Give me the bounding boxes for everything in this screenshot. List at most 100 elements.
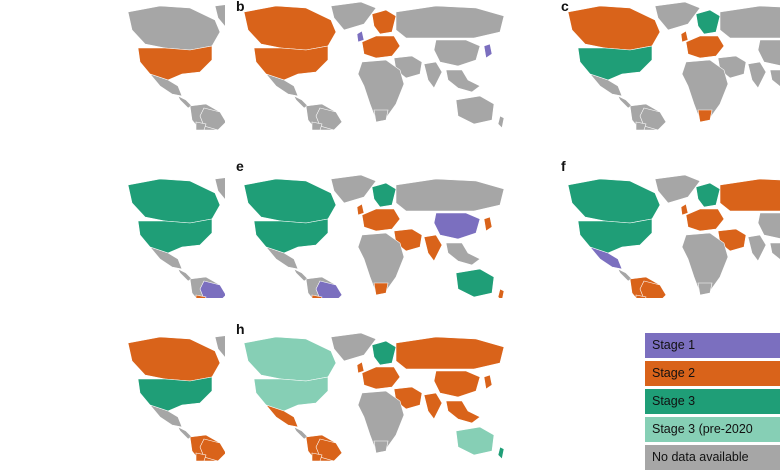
legend: Stage 1 Stage 2 Stage 3 Stage 3 (pre-202… bbox=[645, 333, 780, 473]
greenland-region bbox=[214, 335, 225, 358]
europe-west-region bbox=[361, 35, 401, 59]
south-africa-region bbox=[373, 282, 389, 296]
southeast-asia-region bbox=[769, 242, 780, 260]
panel-letter-e: e bbox=[236, 158, 244, 174]
map-panel-a bbox=[0, 0, 225, 130]
japan-region bbox=[483, 216, 493, 232]
canada-region bbox=[127, 5, 221, 51]
brazil-region bbox=[639, 107, 667, 130]
greenland-region bbox=[330, 332, 377, 362]
brazil-region bbox=[199, 438, 225, 462]
legend-label: Stage 3 bbox=[652, 394, 696, 408]
usa-region bbox=[137, 45, 213, 81]
canada-region bbox=[243, 336, 337, 382]
new-zealand-region bbox=[497, 115, 505, 129]
world-map bbox=[127, 4, 225, 130]
europe-west-region bbox=[685, 35, 725, 59]
southeast-asia-region bbox=[445, 400, 481, 424]
japan-region bbox=[483, 43, 493, 59]
uk-region bbox=[356, 30, 365, 43]
china-region bbox=[433, 212, 481, 240]
legend-swatch bbox=[645, 361, 780, 386]
south-africa-region bbox=[373, 440, 389, 454]
usa-region bbox=[137, 376, 213, 412]
uk-region bbox=[680, 203, 689, 216]
brazil-region bbox=[315, 107, 343, 130]
map-panel-b bbox=[236, 0, 506, 130]
legend-item-stage2: Stage 2 bbox=[645, 361, 780, 389]
russia-region bbox=[395, 5, 505, 39]
mexico-region bbox=[149, 246, 183, 270]
europe-west-region bbox=[685, 208, 725, 232]
greenland-region bbox=[214, 4, 225, 27]
world-map bbox=[567, 1, 780, 130]
legend-item-stage3: Stage 3 bbox=[645, 389, 780, 417]
brazil-region bbox=[315, 280, 343, 298]
argentina-region bbox=[311, 452, 323, 462]
usa-region bbox=[253, 218, 329, 254]
russia-region bbox=[719, 5, 780, 39]
india-region bbox=[423, 392, 443, 420]
southeast-asia-region bbox=[445, 69, 481, 93]
usa-region bbox=[253, 45, 329, 81]
brazil-region bbox=[199, 280, 225, 298]
south-africa-region bbox=[373, 109, 389, 123]
mexico-region bbox=[589, 246, 623, 270]
legend-swatch bbox=[645, 333, 780, 358]
canada-region bbox=[127, 336, 221, 382]
map-panel-g bbox=[0, 326, 225, 466]
south-africa-region bbox=[697, 109, 713, 123]
legend-swatch bbox=[645, 389, 780, 414]
canada-region bbox=[243, 5, 337, 51]
panel-letter-b: b bbox=[236, 0, 245, 14]
australia-region bbox=[455, 268, 495, 298]
china-region bbox=[433, 370, 481, 398]
greenland-region bbox=[654, 1, 701, 31]
china-region bbox=[757, 39, 780, 66]
argentina-region bbox=[635, 121, 647, 130]
greenland-region bbox=[654, 174, 701, 204]
legend-label: No data available bbox=[652, 450, 749, 464]
panel-letter-f: f bbox=[561, 158, 566, 174]
argentina-region bbox=[311, 121, 323, 130]
argentina-region bbox=[311, 294, 323, 298]
china-region bbox=[757, 212, 780, 239]
uk-region bbox=[356, 361, 365, 374]
usa-region bbox=[253, 376, 329, 412]
canada-region bbox=[127, 178, 221, 224]
argentina-region bbox=[195, 121, 207, 130]
world-map bbox=[243, 174, 505, 298]
greenland-region bbox=[330, 174, 377, 204]
brazil-region bbox=[315, 438, 343, 462]
new-zealand-region bbox=[497, 288, 505, 298]
argentina-region bbox=[195, 452, 207, 462]
brazil-region bbox=[199, 107, 225, 130]
russia-region bbox=[395, 336, 505, 370]
australia-region bbox=[455, 95, 495, 125]
map-panel-h bbox=[236, 326, 556, 466]
uk-region bbox=[680, 30, 689, 43]
world-map bbox=[243, 332, 505, 462]
europe-north-region bbox=[371, 9, 397, 35]
southeast-asia-region bbox=[769, 69, 780, 87]
europe-north-region bbox=[695, 9, 721, 35]
canada-region bbox=[567, 5, 661, 51]
legend-label: Stage 2 bbox=[652, 366, 696, 380]
australia-region bbox=[455, 426, 495, 456]
mexico-region bbox=[149, 73, 183, 97]
map-panel-d bbox=[0, 163, 225, 298]
panel-letter-h: h bbox=[236, 321, 245, 337]
europe-west-region bbox=[361, 208, 401, 232]
southeast-asia-region bbox=[445, 242, 481, 266]
argentina-region bbox=[195, 294, 207, 298]
brazil-region bbox=[639, 280, 667, 298]
legend-swatch bbox=[645, 445, 780, 470]
usa-region bbox=[137, 218, 213, 254]
mexico-region bbox=[265, 404, 299, 428]
canada-region bbox=[243, 178, 337, 224]
argentina-region bbox=[635, 294, 647, 298]
mexico-region bbox=[589, 73, 623, 97]
china-region bbox=[433, 39, 481, 67]
legend-label: Stage 1 bbox=[652, 338, 696, 352]
new-zealand-region bbox=[497, 446, 505, 460]
